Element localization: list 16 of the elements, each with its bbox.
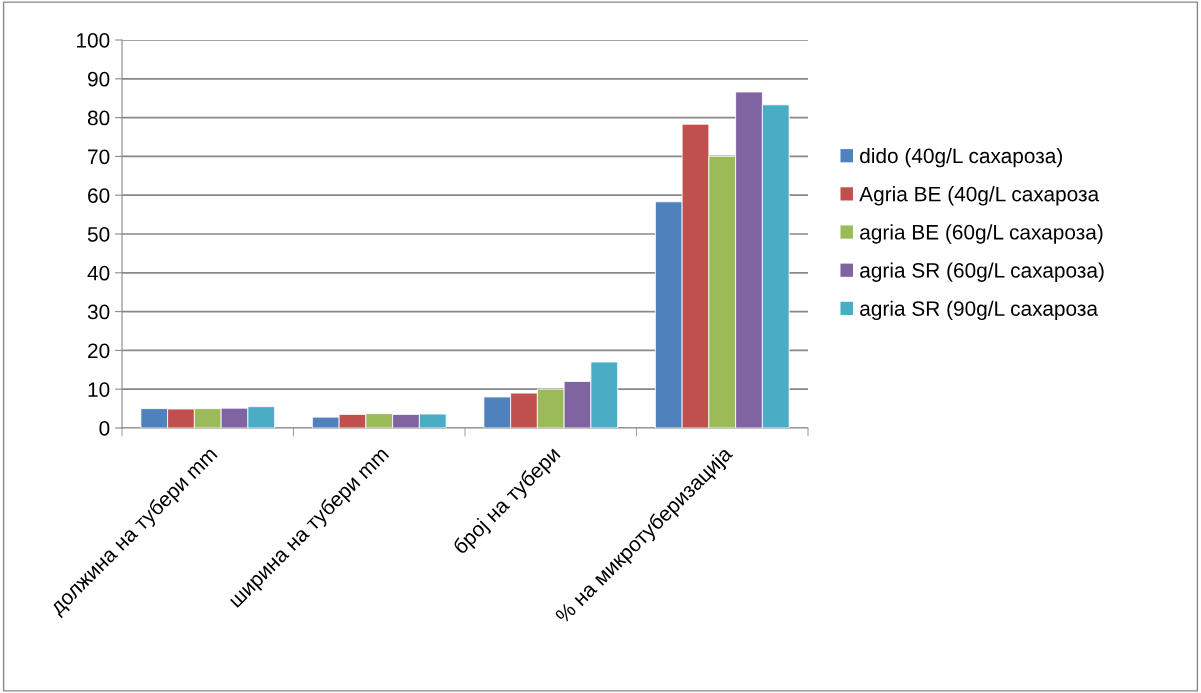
y-tick-label: 50	[87, 227, 110, 242]
y-tick-label: 60	[88, 188, 110, 203]
legend-label: dido (40g/L сахароза)	[860, 147, 1062, 168]
legend-label: agria BE (60g/L сахароза)	[860, 224, 1103, 244]
y-tick-label: 70	[88, 149, 110, 165]
y-tick-label: 80	[87, 110, 110, 126]
y-tick-label: 90	[88, 71, 110, 87]
y-tick-label: 10	[88, 382, 110, 397]
y-tick-label: 100	[77, 33, 110, 48]
y-tick-label: 20	[88, 343, 110, 359]
y-tick-label: 0	[99, 421, 110, 436]
legend-label: agria SR (60g/L сахароза)	[860, 262, 1104, 282]
legend-label: Agria BE (40g/L сахароза	[859, 186, 1100, 206]
y-tick-label: 30	[87, 304, 110, 320]
y-tick-label: 40	[87, 265, 110, 281]
legend-label: agria SR (90g/L сахароза	[860, 300, 1098, 321]
